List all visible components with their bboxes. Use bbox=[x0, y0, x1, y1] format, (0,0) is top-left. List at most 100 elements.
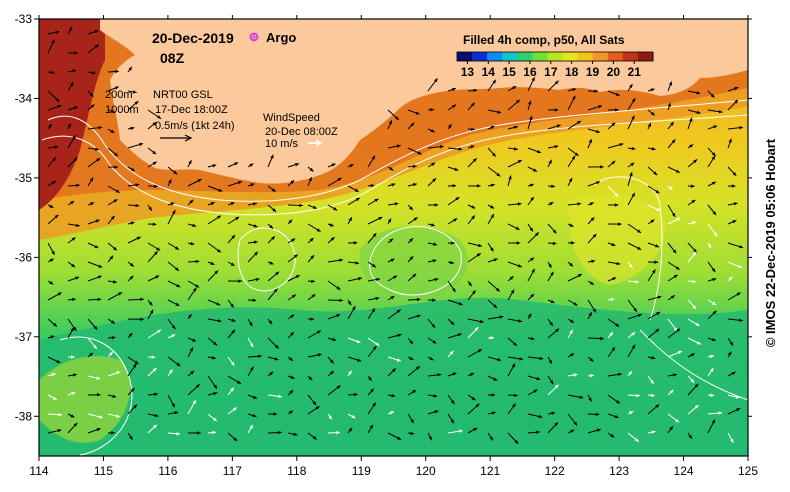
lat-tick-label: -33 bbox=[15, 12, 33, 26]
vector-arrowhead bbox=[171, 334, 176, 338]
vector-arrowhead bbox=[57, 429, 62, 433]
legend-tick-label: 20 bbox=[607, 65, 621, 79]
vector-arrowhead bbox=[176, 362, 181, 367]
vector-arrowhead bbox=[650, 219, 655, 224]
vector-arrowhead bbox=[550, 271, 554, 276]
vector-arrowhead bbox=[171, 403, 175, 408]
vector-arrowhead bbox=[531, 77, 535, 82]
vector-arrowhead bbox=[676, 217, 681, 222]
vector-arrowhead bbox=[317, 353, 322, 357]
vector-arrowhead bbox=[374, 198, 379, 203]
vector-arrowhead bbox=[311, 279, 315, 284]
vector-arrowhead bbox=[113, 246, 117, 251]
vector-arrowhead bbox=[273, 412, 278, 416]
vector-arrowhead bbox=[572, 88, 577, 92]
vector-arrowhead bbox=[548, 359, 552, 364]
vector-arrowhead bbox=[517, 160, 522, 164]
vector-arrowhead bbox=[217, 318, 222, 323]
sla-contour bbox=[59, 336, 133, 456]
vector-arrowhead bbox=[533, 168, 538, 172]
vector-arrowhead bbox=[529, 227, 533, 232]
vector-arrowhead bbox=[650, 111, 655, 116]
vector-arrowhead bbox=[140, 297, 144, 302]
isobath-200m bbox=[47, 99, 748, 202]
vector-arrowhead bbox=[109, 351, 113, 356]
vector-arrowhead bbox=[712, 277, 717, 282]
lon-tick-label: 114 bbox=[29, 464, 48, 478]
vector-arrowhead bbox=[396, 144, 401, 148]
vector-arrowhead bbox=[667, 102, 671, 107]
isobath-1000m bbox=[41, 114, 748, 216]
nrt-label: NRT00 GSL bbox=[153, 89, 213, 101]
vector-arrowhead bbox=[454, 167, 459, 171]
vector-arrowhead bbox=[235, 216, 240, 221]
vector-arrowhead bbox=[577, 274, 582, 278]
vector-arrowhead bbox=[392, 275, 397, 279]
vector-arrowhead bbox=[675, 418, 680, 423]
vector-arrowhead bbox=[370, 388, 374, 393]
vector-arrowhead bbox=[75, 276, 80, 280]
vector-arrowhead bbox=[638, 313, 643, 318]
vector-arrowhead bbox=[275, 271, 280, 276]
vector-arrowhead bbox=[134, 101, 139, 105]
vector-arrowhead bbox=[58, 412, 63, 417]
lon-tick-label: 125 bbox=[738, 464, 758, 478]
vector-arrowhead bbox=[218, 188, 223, 192]
vector-arrowhead bbox=[573, 373, 578, 377]
vector-arrowhead bbox=[629, 264, 633, 269]
vector-arrowhead bbox=[269, 371, 274, 376]
vector-arrowhead bbox=[94, 29, 99, 34]
vector-arrowhead bbox=[171, 325, 176, 330]
vector-arrowhead bbox=[568, 177, 573, 182]
vector-arrowhead bbox=[299, 203, 303, 208]
vector-arrowhead bbox=[132, 363, 137, 368]
vector-arrowhead bbox=[233, 437, 238, 442]
legend-colorbar bbox=[456, 51, 654, 62]
vector-arrowhead bbox=[492, 79, 496, 84]
vector-arrowhead bbox=[429, 356, 434, 361]
vector-arrowhead bbox=[230, 202, 235, 206]
vector-arrowhead bbox=[216, 248, 221, 253]
vector-arrowhead bbox=[269, 261, 274, 265]
vector-arrowhead bbox=[238, 279, 242, 283]
vector-arrowhead bbox=[713, 125, 718, 129]
vector-arrowhead bbox=[473, 88, 478, 93]
vector-arrowhead bbox=[356, 339, 361, 343]
lon-tick-label: 115 bbox=[94, 464, 113, 478]
vector-arrowhead bbox=[534, 232, 539, 237]
vector-arrowhead bbox=[594, 89, 599, 93]
vector-arrowhead bbox=[152, 161, 157, 166]
vector-arrowhead bbox=[96, 158, 101, 162]
legend-tick-label: 17 bbox=[544, 65, 558, 79]
vector-arrowhead bbox=[728, 276, 733, 281]
vector-arrowhead bbox=[668, 81, 673, 86]
vector-arrowhead bbox=[409, 238, 414, 243]
vector-arrowhead bbox=[278, 394, 282, 399]
vector-arrowhead bbox=[110, 129, 115, 133]
vector-arrowhead bbox=[512, 403, 516, 408]
vector-arrowhead bbox=[718, 109, 723, 114]
sla-contour bbox=[369, 226, 462, 296]
vector-arrowhead bbox=[514, 147, 518, 151]
vector-arrowhead bbox=[312, 401, 317, 406]
vector-arrowhead bbox=[51, 373, 56, 377]
vector-arrowhead bbox=[212, 417, 217, 422]
vector-arrowhead bbox=[252, 298, 257, 302]
vector-arrowhead bbox=[736, 408, 741, 412]
vector-arrowhead bbox=[397, 436, 402, 440]
vector-arrowhead bbox=[510, 289, 515, 294]
vector-arrowhead bbox=[495, 287, 500, 292]
vector-arrowhead bbox=[733, 202, 738, 206]
vector-arrowhead bbox=[333, 207, 338, 211]
vector-arrowhead bbox=[655, 328, 660, 333]
vector-arrowhead bbox=[529, 183, 534, 187]
depth-200-label: 200m bbox=[105, 89, 133, 101]
vector-arrowhead bbox=[370, 183, 375, 188]
vector-arrowhead bbox=[128, 66, 132, 71]
legend-tick-label: 21 bbox=[628, 65, 642, 79]
vector-arrowhead bbox=[458, 147, 463, 151]
lat-tick-label: -34 bbox=[15, 91, 33, 105]
vector-arrowhead bbox=[635, 279, 639, 284]
vector-arrowhead bbox=[693, 159, 698, 164]
vector-arrowhead bbox=[278, 430, 282, 435]
